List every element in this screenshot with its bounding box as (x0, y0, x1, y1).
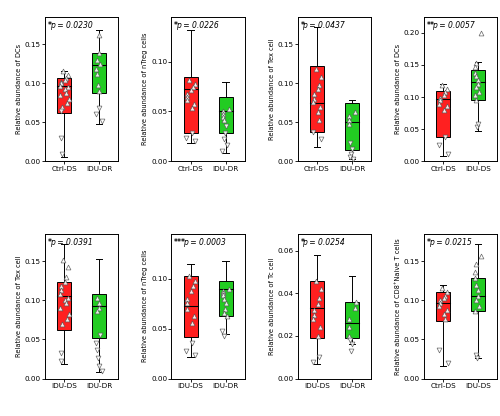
Text: *: * (48, 238, 52, 247)
Text: p = 0.0230: p = 0.0230 (50, 21, 92, 30)
Bar (184, 77, 198, 134)
Text: *: * (427, 238, 431, 247)
Y-axis label: Relative abundance of Tc cell: Relative abundance of Tc cell (268, 258, 274, 355)
Bar (218, 97, 232, 134)
Bar (92, 294, 106, 338)
Text: p = 0.0254: p = 0.0254 (302, 238, 345, 247)
Text: p = 0.0057: p = 0.0057 (432, 21, 475, 30)
Bar (345, 302, 359, 338)
Y-axis label: Relative abundance of nTreg cells: Relative abundance of nTreg cells (142, 33, 148, 145)
Text: p = 0.0226: p = 0.0226 (176, 21, 219, 30)
Bar (310, 66, 324, 132)
Bar (92, 53, 106, 92)
Y-axis label: Relative abundance of Tex cell: Relative abundance of Tex cell (16, 255, 22, 357)
Text: *: * (48, 21, 52, 30)
Y-axis label: Relative abundance of DCs: Relative abundance of DCs (395, 44, 401, 134)
Bar (57, 78, 71, 113)
Y-axis label: Relative abundance of DCs: Relative abundance of DCs (16, 44, 22, 134)
Bar (310, 281, 324, 338)
Text: *: * (174, 21, 178, 30)
Bar (218, 281, 232, 316)
Y-axis label: Relative abundance of CD8⁺Naive T cells: Relative abundance of CD8⁺Naive T cells (395, 238, 401, 374)
Text: p = 0.0003: p = 0.0003 (182, 238, 226, 247)
Bar (472, 278, 486, 311)
Text: p = 0.0437: p = 0.0437 (302, 21, 345, 30)
Text: *: * (300, 238, 304, 247)
Bar (472, 70, 486, 100)
Text: *: * (300, 21, 304, 30)
Bar (436, 292, 450, 322)
Text: p = 0.0391: p = 0.0391 (50, 238, 92, 247)
Text: **: ** (427, 21, 435, 30)
Bar (57, 282, 71, 330)
Y-axis label: Relative abundance of Tex cell: Relative abundance of Tex cell (268, 38, 274, 140)
Bar (184, 276, 198, 337)
Text: ***: *** (174, 238, 186, 247)
Bar (436, 91, 450, 137)
Y-axis label: Relative abundance of nTreg cells: Relative abundance of nTreg cells (142, 250, 148, 362)
Bar (345, 103, 359, 150)
Text: p = 0.0215: p = 0.0215 (429, 238, 472, 247)
